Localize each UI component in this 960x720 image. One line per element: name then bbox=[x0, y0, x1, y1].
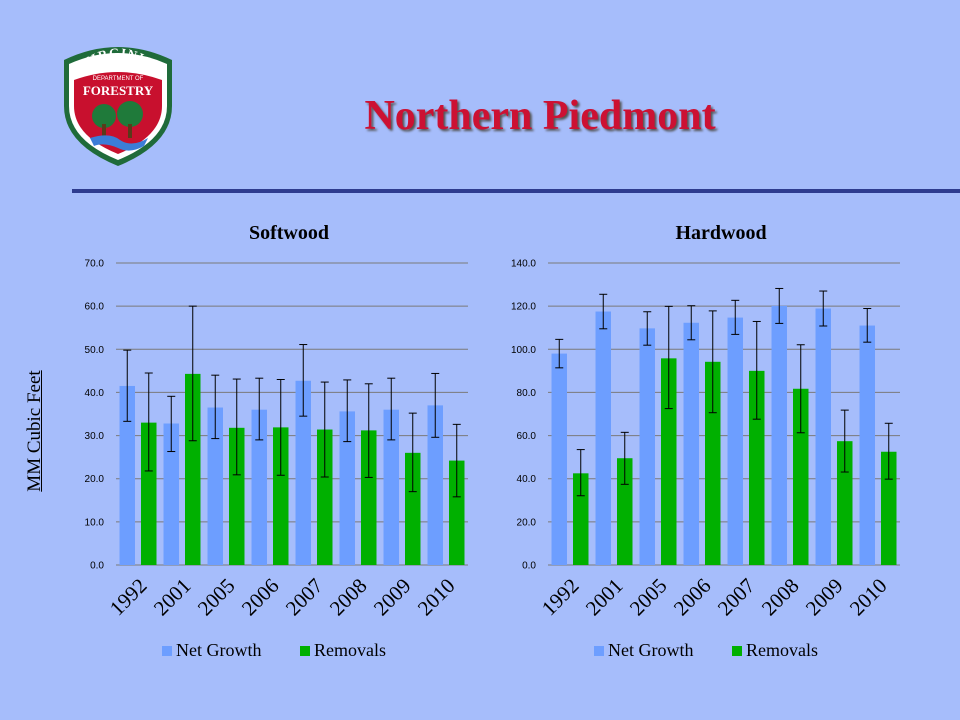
hardwood-legend-label-net-growth: Net Growth bbox=[608, 640, 693, 660]
hardwood-chart-svg: Hardwood 0.0 20.0 40.0 60.0 80.0 100.0 120.0 140… bbox=[511, 222, 900, 660]
hardwood-category-label: 1992 bbox=[537, 574, 584, 621]
softwood-category-label: 2007 bbox=[281, 574, 328, 621]
softwood-chart-title: Softwood bbox=[249, 222, 329, 244]
hardwood-legend-swatch-removals bbox=[732, 646, 742, 656]
softwood-bar-removals bbox=[141, 422, 157, 565]
hardwood-chart: Hardwood 0.0 20.0 40.0 60.0 80.0 100.0 120.0 140… bbox=[502, 215, 922, 685]
softwood-y-tick-label: 70.0 bbox=[85, 259, 105, 270]
softwood-category-label: 2009 bbox=[369, 574, 416, 621]
hardwood-y-tick-label: 100.0 bbox=[511, 345, 536, 356]
hardwood-y-tick-label: 60.0 bbox=[517, 431, 537, 442]
softwood-legend-swatch-removals bbox=[300, 646, 310, 656]
softwood-y-tick-label: 10.0 bbox=[85, 517, 105, 528]
hardwood-bar-net-growth bbox=[815, 308, 831, 565]
hardwood-legend-swatch-net-growth bbox=[594, 646, 604, 656]
hardwood-y-tick-label: 80.0 bbox=[517, 388, 537, 399]
softwood-category-label: 2008 bbox=[325, 574, 372, 621]
softwood-category-label: 2001 bbox=[149, 574, 196, 621]
hardwood-category-label: 2001 bbox=[581, 574, 628, 621]
softwood-bar-removals bbox=[229, 427, 245, 565]
softwood-bar-net-growth bbox=[339, 411, 355, 565]
softwood-legend-label-net-growth: Net Growth bbox=[176, 640, 261, 660]
hardwood-bar-removals bbox=[881, 451, 897, 565]
hardwood-bar-net-growth bbox=[771, 305, 787, 565]
hardwood-bar-net-growth bbox=[551, 353, 567, 565]
softwood-y-tick-label: 30.0 bbox=[85, 431, 105, 442]
softwood-bar-net-growth bbox=[427, 405, 443, 565]
softwood-bar-removals bbox=[185, 373, 201, 565]
softwood-bar-removals bbox=[317, 429, 333, 565]
hardwood-category-label: 2007 bbox=[713, 574, 760, 621]
hardwood-y-tick-label: 120.0 bbox=[511, 302, 536, 313]
logo-text-main: FORESTRY bbox=[83, 83, 154, 98]
softwood-bar-net-growth bbox=[119, 385, 135, 565]
hardwood-y-tick-label: 140.0 bbox=[511, 259, 536, 270]
hardwood-bar-removals bbox=[661, 358, 677, 565]
softwood-bar-removals bbox=[449, 460, 465, 565]
softwood-bar-removals bbox=[273, 427, 289, 565]
softwood-legend-label-removals: Removals bbox=[314, 640, 386, 660]
softwood-category-label: 1992 bbox=[105, 574, 152, 621]
hardwood-y-tick-label: 0.0 bbox=[522, 561, 536, 572]
hardwood-chart-title: Hardwood bbox=[675, 222, 766, 244]
softwood-bar-removals bbox=[361, 430, 377, 565]
hardwood-category-label: 2005 bbox=[625, 574, 672, 621]
softwood-y-tick-label: 50.0 bbox=[85, 345, 105, 356]
title-divider bbox=[72, 189, 960, 193]
softwood-legend-swatch-net-growth bbox=[162, 646, 172, 656]
softwood-y-tick-label: 60.0 bbox=[85, 302, 105, 313]
hardwood-bar-net-growth bbox=[595, 311, 611, 565]
hardwood-category-label: 2008 bbox=[757, 574, 804, 621]
virginia-forestry-logo: VIRGINIA DEPARTMENT OF FORESTRY bbox=[60, 40, 176, 168]
hardwood-y-tick-label: 20.0 bbox=[517, 517, 537, 528]
logo-text-middle: DEPARTMENT OF bbox=[93, 76, 144, 82]
hardwood-bar-net-growth bbox=[727, 317, 743, 565]
softwood-bar-net-growth bbox=[207, 407, 223, 565]
softwood-category-label: 2010 bbox=[413, 574, 460, 621]
hardwood-bar-net-growth bbox=[859, 325, 875, 565]
softwood-category-label: 2006 bbox=[237, 574, 284, 621]
slide-title: Northern Piedmont bbox=[364, 93, 716, 139]
hardwood-category-label: 2010 bbox=[845, 574, 892, 621]
hardwood-bar-net-growth bbox=[683, 322, 699, 565]
softwood-bar-net-growth bbox=[163, 423, 179, 565]
softwood-bar-net-growth bbox=[295, 380, 311, 565]
softwood-category-label: 2005 bbox=[193, 574, 240, 621]
hardwood-bar-net-growth bbox=[639, 328, 655, 565]
softwood-bar-removals bbox=[405, 452, 421, 565]
softwood-chart: Softwood 0.0 10.0 20.0 30.0 40.0 50.0 60.0 70.0 1… bbox=[70, 215, 490, 685]
softwood-y-tick-label: 20.0 bbox=[85, 474, 105, 485]
hardwood-category-label: 2009 bbox=[801, 574, 848, 621]
hardwood-y-tick-label: 40.0 bbox=[517, 474, 537, 485]
softwood-bar-net-growth bbox=[383, 409, 399, 565]
y-axis-label: MM Cubic Feet bbox=[24, 370, 45, 492]
softwood-y-tick-label: 40.0 bbox=[85, 388, 105, 399]
softwood-y-tick-label: 0.0 bbox=[90, 561, 104, 572]
hardwood-legend-label-removals: Removals bbox=[746, 640, 818, 660]
softwood-chart-svg: Softwood 0.0 10.0 20.0 30.0 40.0 50.0 60.0 70.0 1… bbox=[85, 222, 468, 660]
hardwood-bar-removals bbox=[617, 458, 633, 565]
hardwood-category-label: 2006 bbox=[669, 574, 716, 621]
softwood-bar-net-growth bbox=[251, 409, 267, 565]
